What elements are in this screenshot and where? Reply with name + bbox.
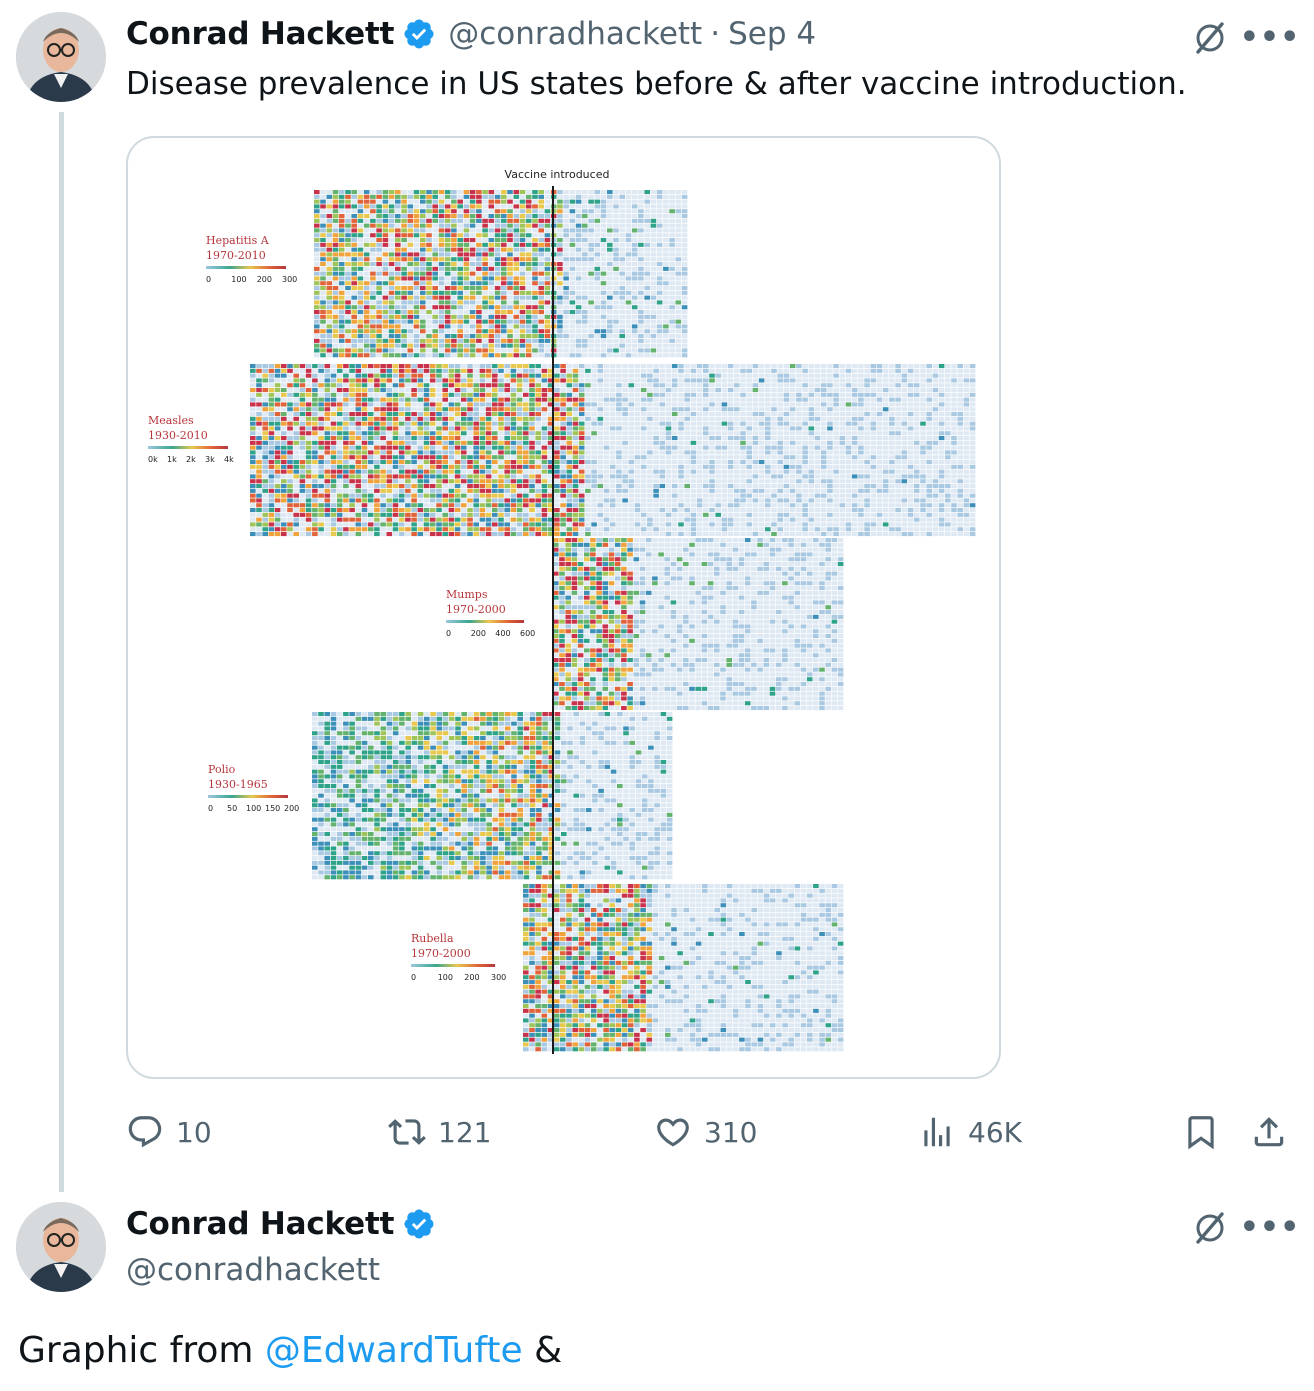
scale-bar — [206, 266, 286, 269]
vaccine-introduced-label: Vaccine introduced — [505, 168, 610, 181]
panel-legend-4: Rubella 1970-2000 0 100 200 300 — [411, 932, 506, 982]
heatmap-panel-3 — [312, 712, 673, 880]
scale-tick-label: 0 — [208, 804, 213, 813]
tweet-text: Graphic from @EdwardTufte & — [18, 1330, 562, 1371]
reply-icon — [128, 1116, 162, 1148]
scale-tick-label: 4k — [224, 455, 234, 464]
views-button[interactable]: 46K — [918, 1110, 1022, 1154]
panel-years-label: 1970-2010 — [206, 249, 266, 262]
scale-tick-label: 2k — [186, 455, 196, 464]
mention-link[interactable]: @EdwardTufte — [264, 1330, 523, 1371]
panel-legend-2: Mumps 1970-2000 0 200 400 600 — [446, 588, 535, 638]
heatmap-panel-1 — [250, 364, 976, 537]
avatar[interactable] — [16, 12, 106, 102]
panel-disease-label: Hepatitis A — [206, 234, 270, 247]
author-name[interactable]: Conrad Hackett — [126, 1206, 395, 1242]
more-icon[interactable]: ••• — [1239, 20, 1301, 55]
separator: · — [710, 16, 721, 52]
scale-tick-label: 300 — [491, 973, 506, 982]
verified-badge-icon — [404, 19, 434, 49]
author-name[interactable]: Conrad Hackett — [126, 16, 395, 52]
scale-tick-label: 1k — [167, 455, 177, 464]
disease-heatmap: Vaccine introduced Hepatitis A 1970-2010 0 1… — [148, 168, 976, 1054]
scale-tick-label: 0k — [148, 455, 158, 464]
views-icon — [924, 1117, 950, 1147]
grok-icon[interactable] — [1190, 1208, 1230, 1248]
scale-tick-label: 100 — [438, 973, 453, 982]
retweet-icon — [388, 1119, 426, 1145]
thread-line — [59, 112, 64, 1192]
panel-years-label: 1930-2010 — [148, 429, 208, 442]
scale-tick-label: 0 — [411, 973, 416, 982]
panel-disease-label: Mumps — [446, 588, 488, 601]
panel-years-label: 1970-2000 — [411, 947, 471, 960]
tweet-header: Conrad Hackett — [126, 1206, 436, 1242]
tweet-text-suffix: & — [522, 1330, 563, 1371]
more-icon[interactable]: ••• — [1239, 1210, 1301, 1245]
reply-count: 10 — [176, 1115, 212, 1149]
panel-legend-0: Hepatitis A 1970-2010 0 100 200 300 — [206, 234, 297, 284]
tweet-text-prefix: Graphic from — [18, 1330, 265, 1371]
tweet-date[interactable]: Sep 4 — [728, 16, 817, 52]
tweet-header: Conrad Hackett @conradhackett · Sep 4 — [126, 16, 816, 52]
verified-badge-icon — [404, 1209, 434, 1239]
scale-tick-label: 150 — [265, 804, 280, 813]
grok-icon[interactable] — [1190, 18, 1230, 58]
retweet-count: 121 — [438, 1115, 492, 1149]
scale-bar — [208, 795, 288, 798]
author-handle[interactable]: @conradhackett — [126, 1252, 380, 1288]
panel-legend-1: Measles 1930-2010 0k 1k 2k 3k 4k — [148, 414, 234, 464]
share-icon — [1254, 1117, 1284, 1147]
avatar[interactable] — [16, 1202, 106, 1292]
scale-tick-label: 300 — [282, 275, 297, 284]
scale-tick-label: 100 — [231, 275, 246, 284]
scale-bar — [446, 620, 524, 623]
scale-tick-label: 600 — [520, 629, 535, 638]
author-handle-row: @conradhackett — [126, 1252, 380, 1288]
tweet-media[interactable]: Vaccine introduced Hepatitis A 1970-2010 0 1… — [126, 136, 1001, 1079]
panel-disease-label: Rubella — [411, 932, 454, 945]
scale-bar — [148, 446, 228, 449]
panel-years-label: 1930-1965 — [208, 778, 268, 791]
scale-bar — [411, 964, 495, 967]
heatmap-panel-2 — [553, 538, 844, 711]
heatmap-panel-0 — [314, 190, 688, 358]
scale-tick-label: 200 — [257, 275, 272, 284]
heatmap-panel-4 — [523, 884, 844, 1052]
tweet-text: Disease prevalence in US states before &… — [126, 66, 1187, 102]
bookmark-icon — [1188, 1116, 1214, 1150]
scale-tick-label: 3k — [205, 455, 215, 464]
views-count: 46K — [968, 1115, 1022, 1149]
scale-tick-label: 0 — [206, 275, 211, 284]
heart-icon — [657, 1118, 689, 1147]
panel-disease-label: Polio — [208, 763, 236, 776]
scale-tick-label: 200 — [284, 804, 299, 813]
scale-tick-label: 200 — [464, 973, 479, 982]
scale-tick-label: 400 — [495, 629, 510, 638]
scale-tick-label: 200 — [471, 629, 486, 638]
panel-legend-3: Polio 1930-1965 0 50 100 150 200 — [208, 763, 299, 813]
share-button[interactable] — [1250, 1110, 1288, 1154]
retweet-button[interactable]: 121 — [388, 1110, 491, 1154]
author-handle[interactable]: @conradhackett — [448, 16, 703, 52]
like-button[interactable]: 310 — [654, 1110, 757, 1154]
panel-years-label: 1970-2000 — [446, 603, 506, 616]
like-count: 310 — [704, 1115, 758, 1149]
scale-tick-label: 0 — [446, 629, 451, 638]
reply-button[interactable]: 10 — [126, 1110, 212, 1154]
scale-tick-label: 100 — [246, 804, 261, 813]
action-bar: 10 121 310 46K — [0, 1110, 1314, 1154]
scale-tick-label: 50 — [227, 804, 237, 813]
bookmark-button[interactable] — [1182, 1110, 1220, 1154]
panel-disease-label: Measles — [148, 414, 194, 427]
